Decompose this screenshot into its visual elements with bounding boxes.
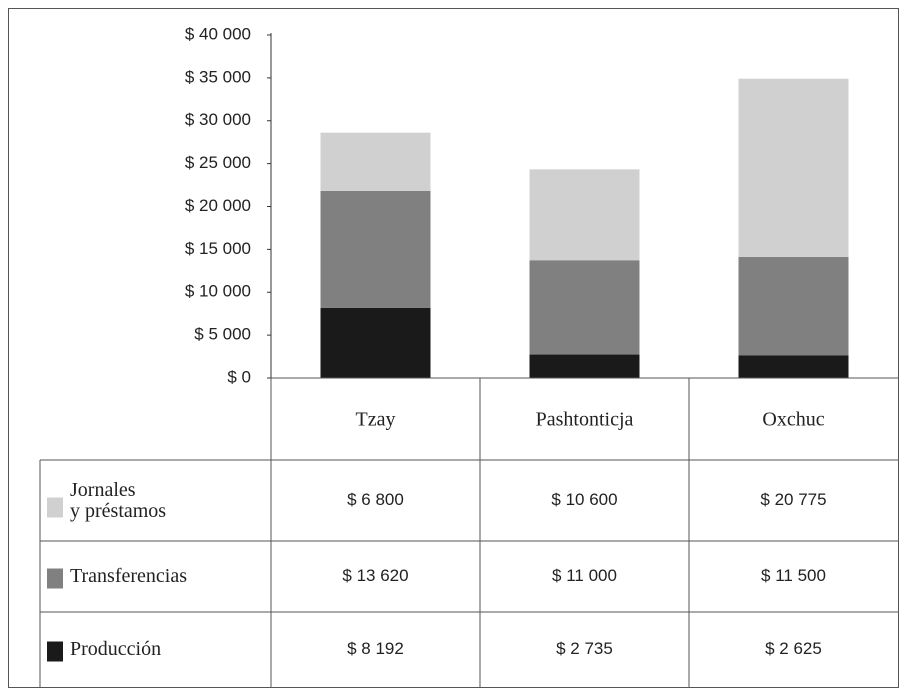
table-value: $ 11 500 bbox=[761, 566, 826, 585]
y-tick-label: $ 10 000 bbox=[185, 282, 251, 301]
y-tick-label: $ 30 000 bbox=[185, 110, 251, 129]
bar-segment bbox=[320, 190, 431, 308]
category-label: Pashtonticja bbox=[536, 409, 634, 431]
y-tick-label: $ 0 bbox=[227, 367, 251, 386]
y-tick-label: $ 25 000 bbox=[185, 153, 251, 172]
y-tick-label: $ 40 000 bbox=[185, 24, 251, 43]
bar-segment bbox=[529, 169, 640, 261]
table-value: $ 10 600 bbox=[551, 490, 617, 509]
frame bbox=[8, 8, 899, 688]
table-value: $ 2 735 bbox=[556, 639, 613, 658]
bar-segment bbox=[320, 307, 431, 378]
bar-segment bbox=[529, 354, 640, 378]
legend-label: Jornales y préstamos bbox=[70, 478, 167, 522]
y-tick-label: $ 20 000 bbox=[185, 196, 251, 215]
legend-swatch bbox=[47, 568, 63, 589]
bar-segment bbox=[738, 256, 849, 356]
table-value: $ 2 625 bbox=[765, 639, 822, 658]
table-value: $ 13 620 bbox=[342, 566, 408, 585]
legend-swatch bbox=[47, 641, 63, 662]
bar-segment bbox=[738, 355, 849, 378]
table-value: $ 6 800 bbox=[347, 490, 404, 509]
legend-swatch bbox=[47, 497, 63, 518]
category-label: Oxchuc bbox=[762, 409, 824, 431]
table-value: $ 11 000 bbox=[552, 566, 617, 585]
bar-segment bbox=[529, 260, 640, 355]
legend-label: Producción bbox=[70, 638, 162, 660]
y-tick-label: $ 15 000 bbox=[185, 239, 251, 258]
legend-label: Transferencias bbox=[70, 565, 188, 587]
bar-segment bbox=[320, 132, 431, 191]
table-value: $ 8 192 bbox=[347, 639, 404, 658]
y-tick-label: $ 5 000 bbox=[194, 325, 251, 344]
bar-segment bbox=[738, 78, 849, 257]
y-tick-label: $ 35 000 bbox=[185, 67, 251, 86]
category-label: Tzay bbox=[356, 409, 396, 431]
table-value: $ 20 775 bbox=[760, 490, 826, 509]
